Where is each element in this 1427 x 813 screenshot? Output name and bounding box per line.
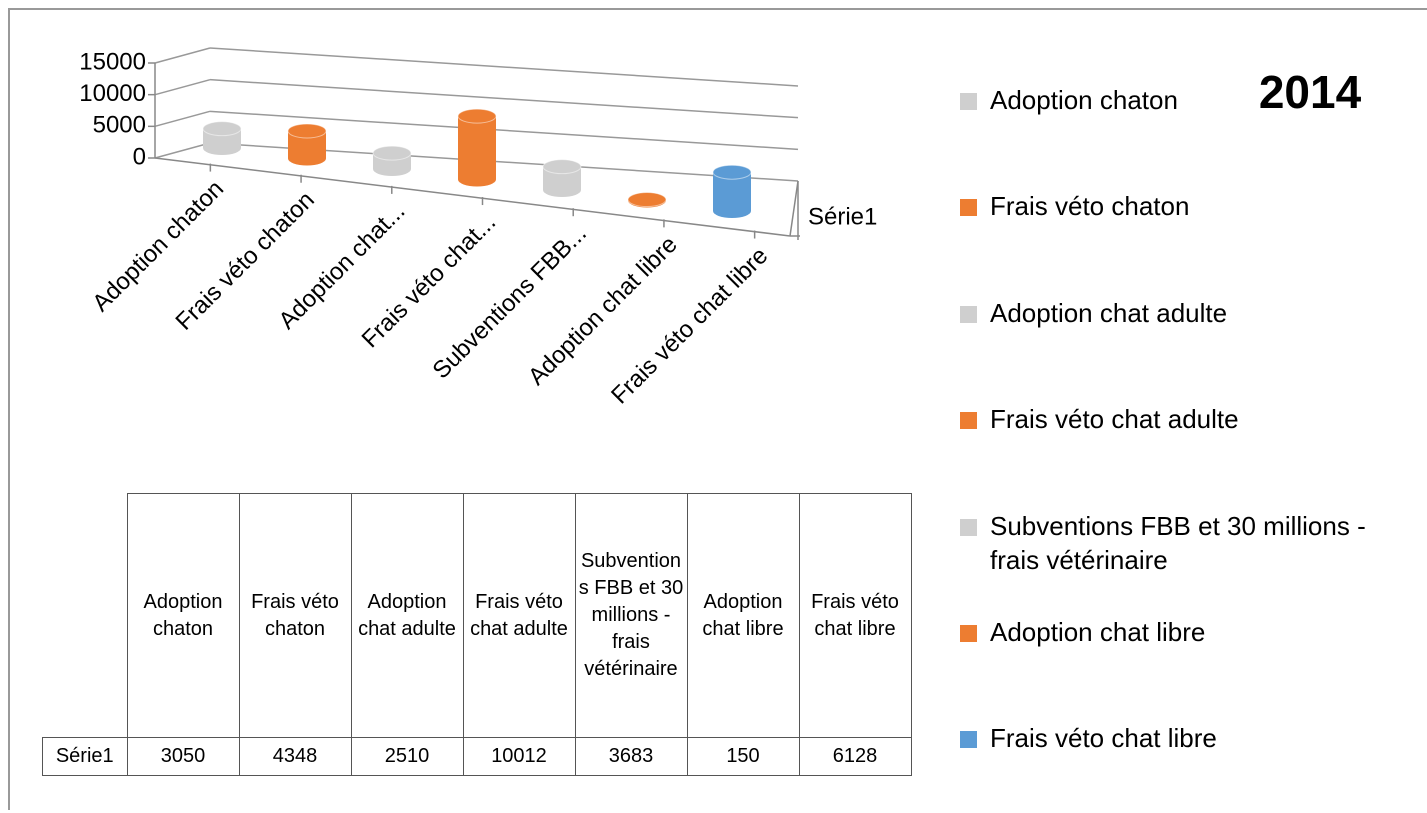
legend-label: Subventions FBB et 30 millions - frais v… (990, 511, 1366, 575)
table-header: Frais véto chaton (238, 493, 352, 738)
data-table: Adoption chaton Frais véto chaton Adoption… (42, 493, 912, 776)
table-value: 4348 (238, 737, 352, 776)
table-header-row: Adoption chaton Frais véto chaton Adoption… (42, 493, 912, 738)
grid-line (209, 78, 799, 119)
floor-right (789, 180, 799, 237)
legend-label: Frais véto chat adulte (990, 404, 1239, 434)
chart-title: 2014 (1258, 66, 1362, 118)
series-axis-label: Série1 (808, 203, 877, 230)
y-tick-label: 5000 (93, 112, 146, 139)
table-header: Frais véto chat libre (798, 493, 912, 738)
legend-item: Adoption chaton (960, 83, 1400, 117)
legend-swatch (960, 731, 977, 748)
grid-line (154, 47, 211, 64)
legend-item: Frais véto chat libre (960, 721, 1400, 755)
legend-item: Adoption chat libre (960, 615, 1400, 649)
bar-top (712, 164, 752, 180)
legend-item: Frais véto chat adulte (960, 402, 1400, 436)
table-value: 3683 (574, 737, 688, 776)
legend-item: Subventions FBB et 30 millions - frais v… (960, 509, 1400, 577)
table-corner (42, 493, 128, 738)
table-value: 6128 (798, 737, 912, 776)
table-value: 2510 (350, 737, 464, 776)
table-value: 3050 (126, 737, 240, 776)
legend-label: Frais véto chat libre (990, 723, 1217, 753)
legend-label: Adoption chaton (990, 85, 1178, 115)
legend-label: Frais véto chaton (990, 191, 1190, 221)
table-value: 10012 (462, 737, 576, 776)
grid-line (209, 47, 799, 87)
grid-line (154, 110, 211, 128)
table-header: Adoption chat adulte (350, 493, 464, 738)
legend-label: Adoption chat adulte (990, 298, 1228, 328)
legend-swatch (960, 625, 977, 642)
legend-swatch (960, 306, 977, 323)
y-tick-label: 15000 (79, 48, 146, 75)
legend-swatch (960, 93, 977, 110)
legend-swatch (960, 412, 977, 429)
bar-top (542, 159, 582, 175)
grid-line (209, 110, 799, 151)
row-header: Série1 (42, 737, 128, 776)
legend-item: Adoption chat adulte (960, 296, 1400, 330)
y-tick-label: 10000 (79, 80, 146, 107)
grid-line (154, 142, 211, 159)
legend-swatch (960, 519, 977, 536)
legend-label: Adoption chat libre (990, 617, 1206, 647)
bar-top (457, 108, 497, 124)
legend-item: Frais véto chaton (960, 189, 1400, 223)
table-value-row: Série1 3050 4348 2510 10012 3683 150 6128 (42, 737, 912, 776)
table-header: Adoption chat libre (686, 493, 800, 738)
table-header: Frais véto chat adulte (462, 493, 576, 738)
bar-top (627, 192, 667, 208)
grid-line (154, 78, 211, 96)
y-tick-label: 0 (133, 143, 146, 170)
bar-top (202, 121, 242, 137)
table-header: Subventions FBB et 30 millions - frais v… (574, 493, 688, 738)
bar (458, 116, 496, 180)
table-value: 150 (686, 737, 800, 776)
legend-swatch (960, 199, 977, 216)
table-header: Adoption chaton (126, 493, 240, 738)
chart-border (8, 8, 1427, 810)
bar-top (287, 123, 327, 139)
floor-front (154, 157, 791, 237)
bar-top (372, 145, 412, 161)
